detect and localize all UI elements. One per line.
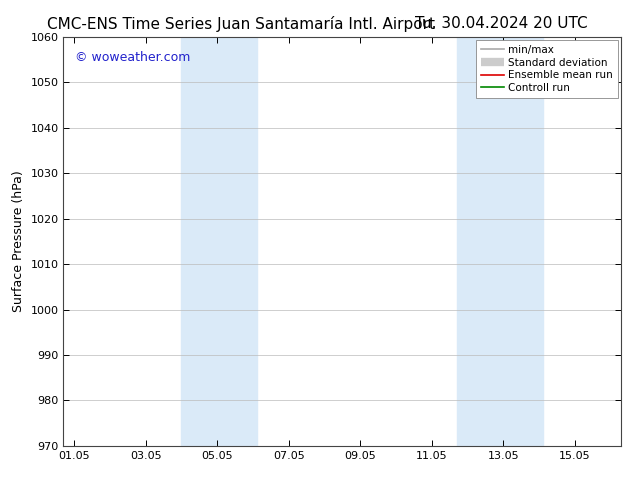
Y-axis label: Surface Pressure (hPa): Surface Pressure (hPa) bbox=[12, 171, 25, 312]
Bar bbox=[457, 37, 543, 446]
Legend: min/max, Standard deviation, Ensemble mean run, Controll run: min/max, Standard deviation, Ensemble me… bbox=[476, 40, 618, 98]
Bar bbox=[181, 37, 257, 446]
Text: Tu. 30.04.2024 20 UTC: Tu. 30.04.2024 20 UTC bbox=[415, 16, 587, 31]
Text: © woweather.com: © woweather.com bbox=[75, 51, 190, 64]
Text: CMC-ENS Time Series Juan Santamaría Intl. Airport: CMC-ENS Time Series Juan Santamaría Intl… bbox=[47, 16, 435, 32]
